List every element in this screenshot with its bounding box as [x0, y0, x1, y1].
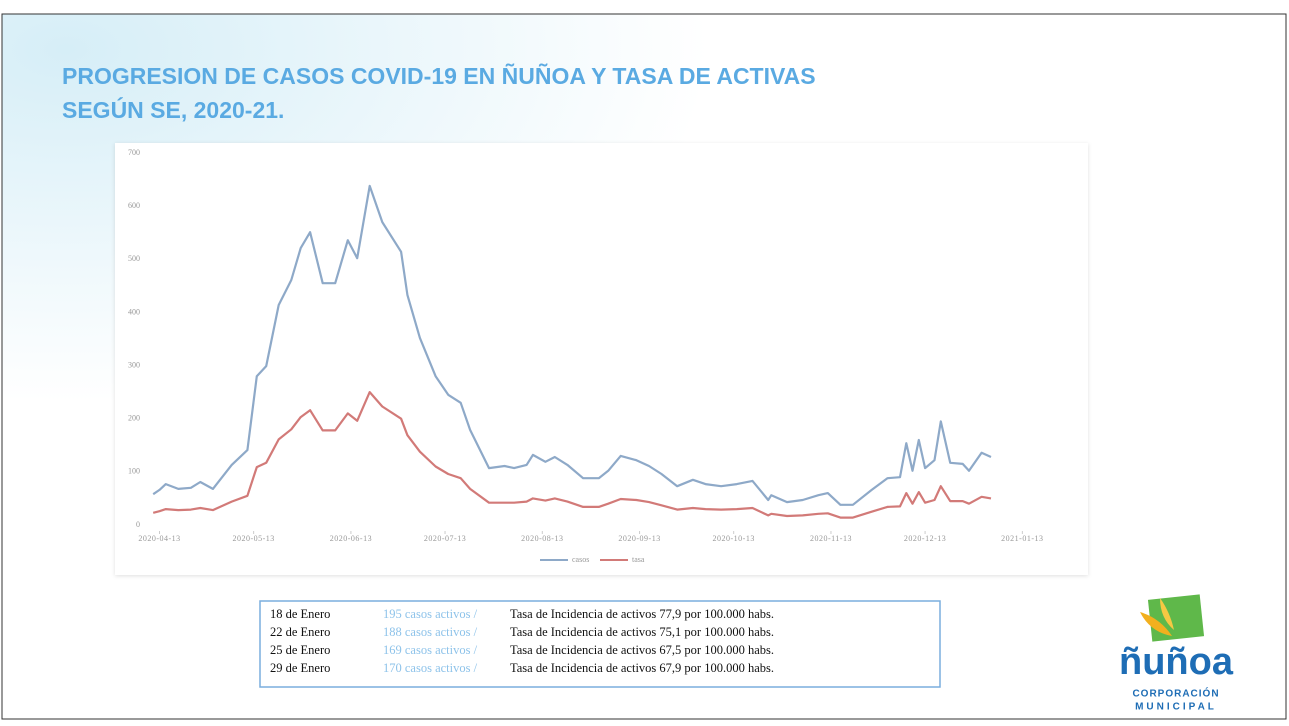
y-tick-label: 300 [128, 360, 140, 369]
table-cell: 22 de Enero [270, 625, 330, 639]
logo-leaf [1160, 598, 1174, 630]
x-tick-label: 2020-07-13 [424, 534, 466, 543]
table-cell: 188 casos activos / [383, 625, 478, 639]
x-tick-label: 2020-09-13 [618, 534, 660, 543]
x-tick-label: 2020-12-13 [904, 534, 946, 543]
series-line [152, 391, 992, 519]
y-tick-label: 700 [128, 148, 140, 157]
x-tick-label: 2020-11-13 [810, 534, 852, 543]
chart: 0 100 200 300 400 500 600 700 2020-04-13 2020-05-… [128, 148, 1043, 564]
x-tick-label: 2020-06-13 [330, 534, 372, 543]
logo: ñuñoa CORPORACIÓN MUNICIPAL [1119, 594, 1234, 713]
table-cell: 29 de Enero [270, 661, 330, 675]
y-tick-label: 400 [128, 307, 140, 316]
y-tick-label: 200 [128, 414, 140, 423]
y-tick-label: 100 [128, 467, 140, 476]
legend-label: casos [572, 555, 589, 564]
logo-name: ñuñoa [1119, 641, 1234, 683]
table-cell: 169 casos activos / [383, 643, 478, 657]
y-tick-label: 600 [128, 201, 140, 210]
logo-leaf [1140, 612, 1172, 636]
x-tick-label: 2020-10-13 [713, 534, 755, 543]
table-box [259, 600, 941, 688]
series-line [152, 184, 992, 506]
table-cell: 25 de Enero [270, 643, 330, 657]
table-cell: 170 casos activos / [383, 661, 478, 675]
logo-line: CORPORACIÓN [1132, 687, 1219, 700]
slide-title: SEGÚN SE, 2020-21. [62, 96, 284, 123]
table-cell: Tasa de Incidencia de activos 67,9 por 1… [510, 661, 774, 675]
legend-label: tasa [632, 555, 645, 564]
slide-title: PROGRESION DE CASOS COVID-19 EN ÑUÑOA Y … [62, 62, 816, 89]
table-cell: 18 de Enero [270, 607, 330, 621]
table-cell: 195 casos activos / [383, 607, 478, 621]
x-tick-label: 2020-04-13 [138, 534, 180, 543]
logo-icon [1147, 594, 1205, 642]
table-cell: Tasa de Incidencia de activos 77,9 por 1… [510, 607, 774, 621]
table-cell: Tasa de Incidencia de activos 67,5 por 1… [510, 643, 774, 657]
logo-line: MUNICIPAL [1135, 702, 1217, 713]
y-tick-label: 0 [136, 520, 140, 529]
table: 18 de Enero 195 casos activos / Tasa de In… [270, 607, 774, 675]
y-tick-label: 500 [128, 254, 140, 263]
x-tick-label: 2020-08-13 [521, 534, 563, 543]
x-tick-label: 2021-01-13 [1001, 534, 1043, 543]
table-cell: Tasa de Incidencia de activos 75,1 por 1… [510, 625, 774, 639]
x-tick-label: 2020-05-13 [232, 534, 274, 543]
chart-area [115, 143, 1088, 575]
